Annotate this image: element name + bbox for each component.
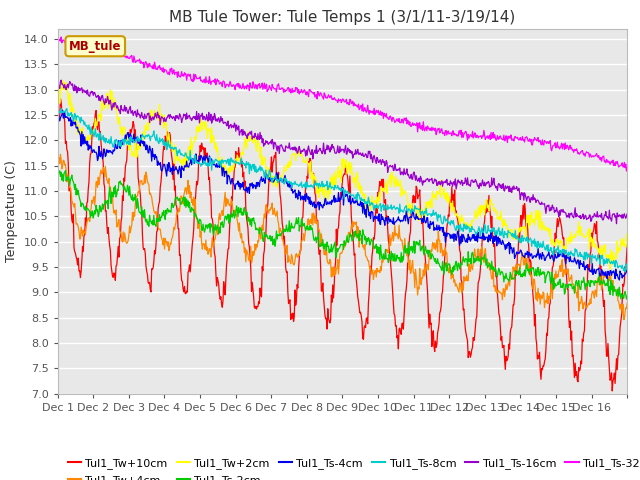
Y-axis label: Temperature (C): Temperature (C) [5,160,19,262]
Title: MB Tule Tower: Tule Temps 1 (3/1/11-3/19/14): MB Tule Tower: Tule Temps 1 (3/1/11-3/19… [169,10,516,25]
Legend: Tul1_Tw+10cm, Tul1_Tw+4cm, Tul1_Tw+2cm, Tul1_Ts-2cm, Tul1_Ts-4cm, Tul1_Ts-8cm, T: Tul1_Tw+10cm, Tul1_Tw+4cm, Tul1_Tw+2cm, … [63,454,640,480]
Text: MB_tule: MB_tule [69,40,122,53]
